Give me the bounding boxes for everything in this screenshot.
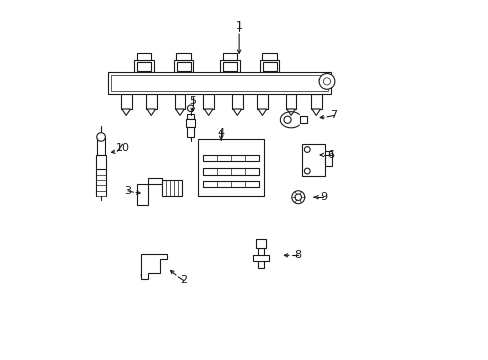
Polygon shape	[122, 109, 130, 116]
Bar	[262, 62, 276, 71]
Bar	[231, 94, 242, 109]
Bar	[262, 53, 276, 60]
Bar	[203, 168, 258, 175]
Bar	[257, 248, 264, 268]
Circle shape	[284, 116, 290, 123]
Text: 8: 8	[294, 250, 301, 260]
Polygon shape	[140, 253, 167, 279]
Bar	[285, 94, 296, 109]
Circle shape	[187, 105, 194, 112]
Bar	[223, 53, 237, 60]
Text: 5: 5	[189, 96, 196, 106]
Bar	[203, 94, 214, 109]
Circle shape	[319, 73, 334, 89]
Bar	[96, 155, 106, 169]
Text: 10: 10	[115, 143, 129, 153]
Polygon shape	[137, 178, 162, 205]
Bar	[203, 154, 258, 161]
Bar	[162, 180, 182, 196]
Circle shape	[291, 191, 304, 204]
Bar	[325, 151, 332, 166]
Circle shape	[141, 273, 147, 278]
Text: 6: 6	[326, 150, 333, 160]
Bar	[176, 53, 190, 60]
Text: 1: 1	[235, 21, 242, 31]
Bar	[185, 119, 195, 127]
Bar	[145, 94, 156, 109]
Text: 4: 4	[217, 129, 224, 138]
Bar	[187, 127, 194, 137]
Polygon shape	[204, 109, 212, 116]
Bar	[187, 114, 194, 119]
Polygon shape	[233, 109, 241, 116]
Text: 7: 7	[330, 111, 337, 121]
Polygon shape	[258, 109, 266, 116]
Bar	[223, 62, 237, 71]
Bar	[137, 53, 151, 60]
Bar	[257, 94, 267, 109]
Circle shape	[304, 168, 309, 174]
Bar	[121, 94, 131, 109]
Bar	[111, 75, 327, 91]
Bar	[203, 181, 258, 187]
Polygon shape	[108, 72, 330, 94]
Bar	[134, 60, 154, 72]
Bar	[173, 60, 193, 72]
Circle shape	[97, 133, 105, 141]
Text: 2: 2	[180, 275, 187, 285]
Bar	[97, 137, 104, 155]
Bar	[176, 62, 190, 71]
Bar	[310, 94, 321, 109]
Bar	[301, 144, 325, 176]
Text: 3: 3	[124, 186, 131, 196]
Polygon shape	[286, 109, 295, 116]
Bar	[137, 62, 151, 71]
Polygon shape	[147, 109, 155, 116]
Circle shape	[149, 262, 158, 270]
Bar	[220, 60, 240, 72]
Bar	[198, 139, 264, 196]
Bar	[300, 116, 306, 123]
Bar	[259, 60, 279, 72]
Bar	[253, 255, 268, 261]
Text: 9: 9	[319, 192, 326, 202]
Polygon shape	[175, 109, 184, 116]
Circle shape	[304, 147, 309, 152]
Bar	[174, 94, 185, 109]
Circle shape	[138, 192, 144, 198]
Polygon shape	[311, 109, 320, 116]
Bar	[255, 239, 265, 248]
